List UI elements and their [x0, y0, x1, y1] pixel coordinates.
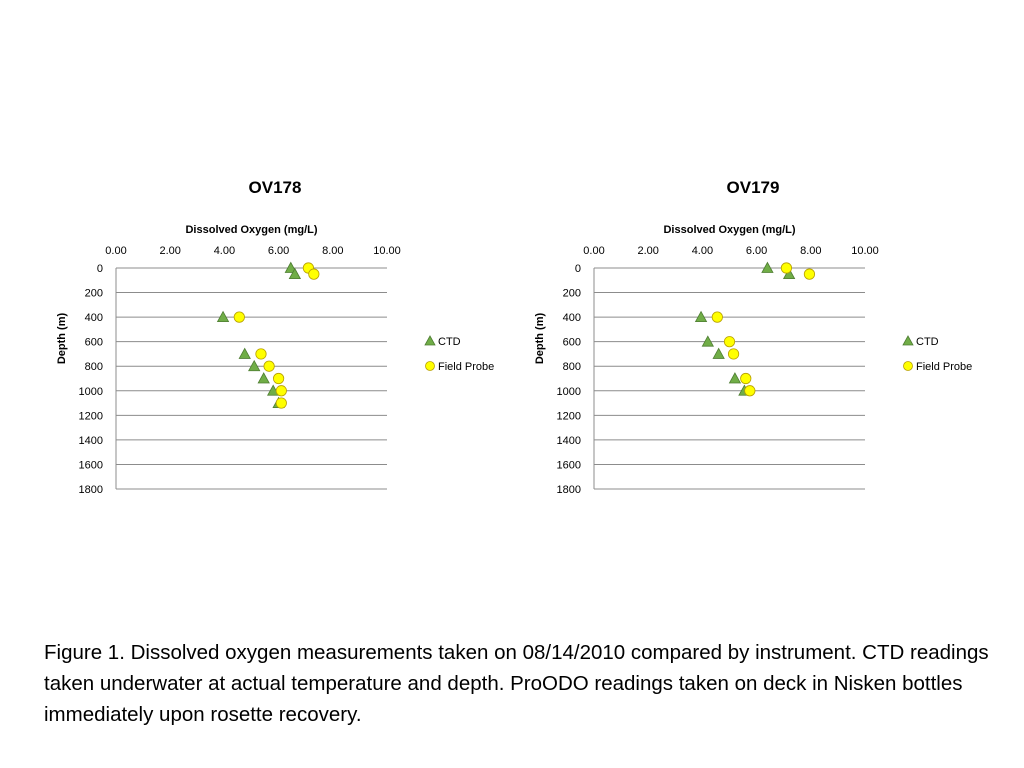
- chart-1-y-tick-label: 200: [85, 288, 103, 300]
- chart-2-legend-ctd-marker: [902, 335, 914, 346]
- chart-2-y-tick-label: 600: [563, 337, 581, 349]
- charts-canvas: OV178 Dissolved Oxygen (mg/L) Depth (m) 0 20…: [56, 178, 972, 496]
- chart-2-field-probe-point: [803, 268, 816, 280]
- chart-1-y-tick-label: 1400: [79, 435, 103, 447]
- chart-1-x-tick-label: 0.00: [105, 245, 126, 257]
- chart-1-field-probe-point: [233, 311, 245, 323]
- chart-1-field-probe-point: [308, 268, 320, 280]
- chart-2-title: OV179: [727, 178, 780, 197]
- chart-1-ctd-point: [284, 261, 297, 273]
- chart-2-y-tick-label: 200: [563, 288, 581, 300]
- chart-2-x-tick-label: 2.00: [637, 245, 658, 257]
- chart-1-y-tick-label: 400: [85, 312, 103, 324]
- chart-2-field-probe-point: [744, 385, 756, 397]
- chart-2-y-axis-title: Depth (m): [534, 313, 546, 365]
- chart-1-y-tick-label: 600: [85, 337, 103, 349]
- chart-1-ctd-point: [288, 267, 302, 280]
- chart-1-field-probe-point: [272, 372, 285, 385]
- chart-2-ctd-point: [761, 261, 774, 273]
- chart-2-y-tick-label: 1600: [557, 459, 581, 471]
- chart-1-legend-ctd-marker: [424, 335, 436, 346]
- chart-1-x-tick-label: 8.00: [322, 245, 343, 257]
- chart-2-x-tick-label: 6.00: [746, 245, 767, 257]
- chart-1-field-probe-point: [275, 385, 287, 397]
- chart-1-x-tick-label: 2.00: [159, 245, 180, 257]
- chart-1-y-tick-label: 0: [97, 263, 103, 275]
- chart-1-ctd-point: [216, 310, 230, 323]
- chart-1-field-probe-point: [263, 360, 275, 372]
- chart-2-field-probe-point: [727, 348, 740, 360]
- chart-1-y-tick-label: 1000: [79, 386, 103, 398]
- chart-2-x-axis-title: Dissolved Oxygen (mg/L): [663, 224, 795, 236]
- chart-2-field-probe-point: [723, 336, 736, 348]
- chart-2-x-tick-label: 0.00: [583, 245, 604, 257]
- chart-1-y-tick-label: 800: [85, 361, 103, 373]
- chart-2-field-probe-point: [711, 311, 723, 323]
- chart-1-x-axis-title: Dissolved Oxygen (mg/L): [185, 224, 317, 236]
- chart-2-x-tick-label: 4.00: [692, 245, 713, 257]
- chart-2-y-tick-label: 400: [563, 312, 581, 324]
- chart-2-ctd-point: [694, 310, 708, 323]
- chart-1-field-probe-point: [275, 397, 287, 409]
- chart-2-field-probe-point: [740, 372, 752, 385]
- chart-1-ctd-point: [248, 359, 261, 372]
- chart-2-x-tick-label: 8.00: [800, 245, 821, 257]
- chart-2-legend-label: Field Probe: [916, 361, 972, 373]
- chart-1-y-tick-label: 1200: [79, 410, 103, 422]
- chart-1-field-probe-point: [255, 348, 267, 360]
- chart-2-field-probe-point: [780, 262, 793, 274]
- chart-1-y-axis-title: Depth (m): [56, 313, 68, 365]
- chart-2-y-tick-label: 1000: [557, 386, 581, 398]
- chart-2-y-tick-label: 1400: [557, 435, 581, 447]
- chart-2-y-tick-label: 800: [563, 361, 581, 373]
- chart-1-ctd-point: [257, 372, 270, 384]
- chart-2-y-tick-label: 1800: [557, 484, 581, 496]
- chart-1-x-tick-label: 6.00: [268, 245, 289, 257]
- chart-1-y-tick-label: 1800: [79, 484, 103, 496]
- chart-1-title: OV178: [249, 178, 302, 197]
- chart-1-legend-label: Field Probe: [438, 361, 494, 373]
- chart-2-ctd-point: [728, 372, 742, 384]
- chart-1-x-tick-label: 4.00: [214, 245, 235, 257]
- chart-2-ctd-point: [701, 335, 714, 347]
- chart-1-ctd-point: [238, 347, 251, 359]
- chart-1-y-tick-label: 1600: [79, 459, 103, 471]
- chart-2-ctd-point: [712, 347, 725, 359]
- chart-1-x-tick-label: 10.00: [373, 245, 401, 257]
- chart-1-legend-label: CTD: [438, 336, 461, 348]
- chart-2-x-tick-label: 10.00: [851, 245, 879, 257]
- figure-caption: Figure 1. Dissolved oxygen measurements …: [44, 641, 989, 726]
- chart-2-y-tick-label: 0: [575, 263, 581, 275]
- chart-2-ctd-point: [782, 267, 796, 280]
- chart-2-y-tick-label: 1200: [557, 410, 581, 422]
- chart-2-legend-field-probe-marker: [903, 361, 913, 371]
- chart-1-legend-field-probe-marker: [425, 361, 435, 371]
- chart-2-legend-label: CTD: [916, 336, 939, 348]
